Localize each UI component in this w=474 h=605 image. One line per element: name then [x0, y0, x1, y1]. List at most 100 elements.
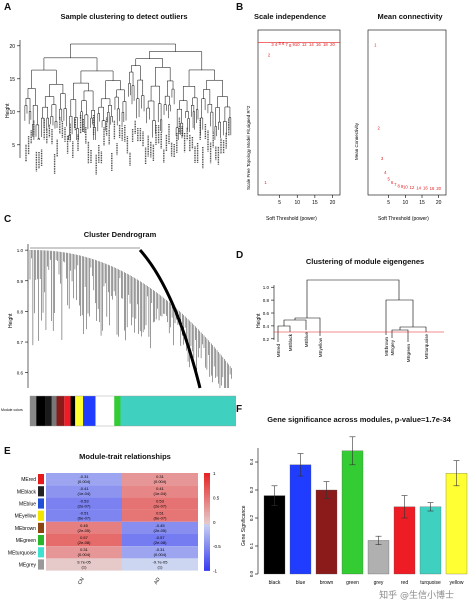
panel-a-branch [110, 116, 113, 125]
scale-step [204, 509, 210, 513]
xtick-label: 5 [387, 200, 390, 206]
heatmap-cell-pvalue: (0.004) [78, 552, 91, 557]
panel-a-ytick-label: 15 [9, 77, 15, 83]
power-point: 1 [374, 42, 377, 47]
panel-a-branch [28, 111, 32, 125]
panel-d-ytick-label: 0.6 [263, 311, 270, 316]
bar-label: turquoise [420, 580, 441, 586]
scale-step [204, 480, 210, 484]
module-color-segment [70, 396, 76, 426]
panel-a-branch [224, 106, 231, 122]
panel-a-branch [54, 121, 58, 129]
panel-a-branch [83, 90, 94, 111]
power-point: 3 [271, 42, 274, 47]
panel-a-branch [84, 114, 89, 134]
panel-a-branch [129, 71, 134, 86]
row-color-swatch [38, 559, 44, 570]
xtick-label: 20 [436, 200, 442, 206]
power-point: 2 [377, 126, 380, 131]
scale-step [204, 519, 210, 523]
heatmap-row-labels: MEred MEblack MEblue MEyellow MEbrown MEgreen… [8, 474, 44, 570]
power-point: 4 [275, 42, 278, 47]
heatmap-cell-value: 0.31 [80, 547, 89, 552]
panel-a-branch [136, 98, 140, 119]
panel-d-ytick-label: 0.8 [263, 298, 270, 303]
power-point: 4 [384, 170, 387, 175]
heatmap-cell [122, 473, 198, 486]
row-color-swatch [38, 522, 44, 533]
panel-c-ylabel: Height [8, 313, 14, 328]
heatmap-cell [46, 485, 122, 498]
panel-a-branch [70, 43, 176, 58]
scale-step [204, 485, 210, 488]
plot-frame [367, 29, 447, 196]
heatmap-cell [46, 521, 122, 534]
module-color-segment [64, 396, 71, 426]
panel-d-leaf-label: MEblue [304, 332, 309, 348]
panel-d-ytick-label: 0.4 [263, 324, 270, 329]
panel-a-branch [152, 120, 156, 138]
panel-e-heatmap: MEred MEblack MEblue MEyellow MEbrown MEgreen… [8, 471, 221, 586]
heatmap-cell-pvalue: (2e-07) [154, 503, 168, 508]
panel-a-branch [164, 95, 170, 105]
xtick-label: 15 [419, 200, 425, 206]
panel-a-branch [122, 101, 127, 121]
module-color-segment [51, 396, 57, 426]
power-point: 14 [309, 42, 314, 47]
heatmap-cell-pvalue: (1e-04) [78, 491, 92, 496]
panel-a-branch [73, 117, 78, 129]
bar-black [263, 495, 286, 575]
panel-a-branch [24, 105, 28, 121]
power-point: 8 [289, 43, 292, 48]
heatmap-row-label: MEyellow [15, 514, 37, 520]
panel-a-ytick-label: 20 [9, 44, 15, 50]
power-point: 10 [403, 184, 408, 189]
panel-c-branch [138, 249, 202, 389]
heatmap-cell-value: -0.31 [79, 474, 89, 479]
bar-green [341, 450, 364, 575]
panel-d-eigengene-tree: 0.2 0.4 0.6 0.8 1.0 MEred MEblack MEblue MEyell… [256, 279, 444, 362]
bar-label: yellow [450, 580, 464, 586]
bar-yellow [445, 473, 468, 575]
panel-a-tree [24, 43, 232, 140]
panel-f-ytick-label: 0.0 [249, 570, 254, 577]
heatmap-cell-value: 0.57 [80, 535, 89, 540]
panel-a-branch [73, 82, 89, 100]
power-point: 7 [394, 182, 397, 187]
panel-d-branch [294, 317, 321, 336]
panel-a-branch [105, 80, 121, 99]
panel-a-branch [167, 80, 174, 97]
heatmap-cell [122, 546, 198, 559]
panel-a-branch [108, 105, 112, 117]
scale-step [204, 555, 210, 559]
panel-a-branch [51, 104, 57, 122]
xtick-label: 5 [278, 200, 281, 206]
xtick-label: 15 [312, 200, 318, 206]
power-point: 16 [423, 186, 428, 191]
panel-f-axis: 0.0 0.1 0.2 0.3 0.4 [249, 448, 259, 577]
panel-a-branch [203, 89, 211, 105]
panel-a-sample-labels [25, 115, 230, 176]
panel-a-ytick-label: 10 [9, 110, 15, 116]
panel-d-leaf-label: MEred [276, 344, 281, 358]
bar-turquoise [419, 506, 442, 575]
panel-a-dendrogram: 5 10 15 20 Height [5, 40, 232, 176]
panel-f-barchart: 0.0 0.1 0.2 0.3 0.4 black blue brown green grey r… [241, 436, 468, 586]
panel-c-yticks: 0.6 0.7 0.8 0.9 1.0 [17, 248, 28, 376]
module-colors-bar [29, 395, 236, 427]
heatmap-cell-pvalue: (0.004) [154, 479, 167, 484]
panel-a-branch [116, 89, 125, 102]
panel-a-branch [214, 126, 217, 140]
module-color-segment [120, 396, 236, 426]
panel-d-leaf-label: MEblack [288, 333, 293, 351]
heatmap-row-label: MEturquoise [8, 550, 36, 556]
heatmap-row-label: MEbrown [15, 526, 36, 532]
panel-c-ytick-label: 0.7 [17, 340, 24, 345]
panel-a-branch [147, 100, 155, 121]
panel-d-branch [283, 319, 307, 330]
panel-a-branch [90, 117, 93, 128]
panel-a-branch [121, 111, 125, 128]
heatmap-col-labels: CN AD [77, 576, 162, 586]
heatmap-col-label: CN [77, 576, 86, 586]
